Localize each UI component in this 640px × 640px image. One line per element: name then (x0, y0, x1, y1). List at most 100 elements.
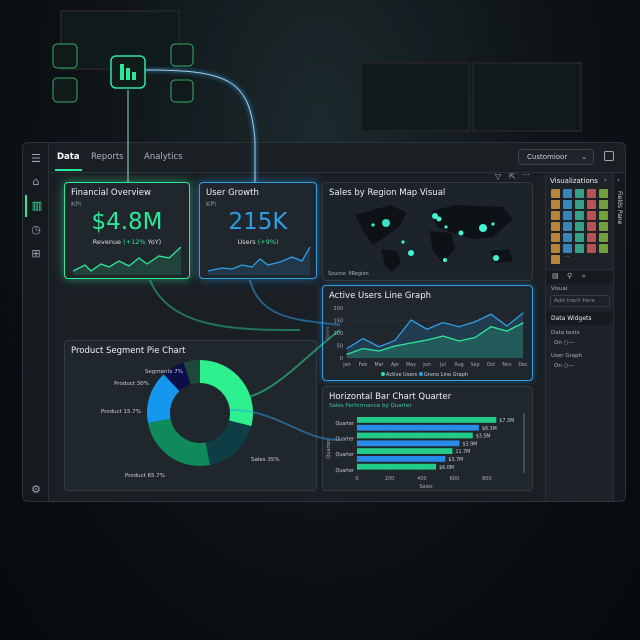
data-point (362, 347, 364, 350)
data-point (522, 322, 524, 324)
bar-data-label: $6.0M (439, 465, 454, 471)
visual-type-icon[interactable] (551, 189, 560, 198)
card-title: Active Users Line Graph (329, 291, 431, 301)
pie-chart-card[interactable]: Product Segment Pie Chart Sales 35% Produ… (64, 340, 317, 491)
background-monitor (360, 62, 470, 132)
legend-label: Greno Line Graph (424, 372, 468, 378)
fields-pane[interactable]: ‹ Fields Pane (613, 173, 625, 501)
x-tick-label: May (406, 362, 416, 368)
workspace-select[interactable]: Customioor ⌄ (518, 149, 594, 165)
x-tick-label: Jan (342, 362, 350, 368)
visual-type-icon[interactable] (587, 222, 596, 231)
visual-type-icon[interactable] (551, 211, 560, 220)
x-tick-label: Aug (454, 362, 463, 368)
visual-type-icon[interactable] (551, 200, 560, 209)
tab-reports[interactable]: Reports (91, 152, 124, 162)
card-title: Product Segment Pie Chart (71, 346, 186, 356)
visual-type-icon[interactable] (599, 211, 608, 220)
pane-title: Fields Pane (616, 191, 623, 225)
home-icon[interactable]: ⌂ (32, 175, 40, 188)
visual-type-icon[interactable] (575, 233, 584, 242)
more-icon[interactable]: ⋯ (522, 170, 530, 179)
visual-type-icon[interactable] (575, 200, 584, 209)
visual-type-icon[interactable] (587, 200, 596, 209)
x-tick-label: Feb (359, 362, 368, 368)
slice-label: Product 30% (114, 381, 149, 387)
toggle-user-graph[interactable]: On ○— (554, 363, 574, 369)
visual-type-icon[interactable] (551, 222, 560, 231)
y-tick-label: 100 (333, 331, 343, 337)
visual-type-icon[interactable] (563, 244, 572, 253)
window-icon[interactable] (604, 151, 614, 161)
widgets-header: Data Widgets (546, 312, 613, 325)
visual-type-icon[interactable] (575, 189, 584, 198)
visual-type-icon[interactable] (587, 211, 596, 220)
bar-data-label: $6.3M (482, 426, 497, 432)
analytics-icon[interactable]: ⌕ (582, 272, 586, 280)
card-subtitle: Sales Performance by Quarter (329, 403, 412, 409)
visual-type-icon[interactable] (563, 189, 572, 198)
y-tick-label: 0 (340, 356, 343, 362)
toggle-data-texts[interactable]: On ○— (554, 340, 574, 346)
add-track-input[interactable]: Add trach here (550, 295, 610, 307)
map-card[interactable]: Sales by Region Map Visual Source: fiReg… (322, 182, 533, 281)
hierarchy-icon[interactable]: ⊞ (31, 247, 41, 260)
filter-icon[interactable]: ▽ (495, 172, 502, 181)
visual-type-icon[interactable] (563, 200, 572, 209)
tab-analytics[interactable]: Analytics (144, 152, 183, 162)
data-point (378, 346, 380, 348)
visual-type-icon[interactable] (575, 244, 584, 253)
visual-type-icon[interactable] (587, 233, 596, 242)
slice-label: Sales 35% (251, 457, 280, 463)
visual-type-icon[interactable] (599, 244, 608, 253)
visual-type-icon[interactable] (599, 222, 608, 231)
visual-type-icon[interactable] (587, 189, 596, 198)
chevron-right-icon[interactable]: › (604, 176, 607, 184)
pane-title: Visualizations (550, 177, 598, 185)
visual-type-icon[interactable] (599, 200, 608, 209)
visual-type-icon[interactable] (575, 211, 584, 220)
kpi-card-users[interactable]: User Growth KPI 215K Users (+9%) (199, 182, 317, 279)
data-point (442, 335, 444, 337)
card-title: Horizontal Bar Chart Quarter (329, 392, 452, 402)
bar-chart-card[interactable]: Horizontal Bar Chart Quarter Sales Perfo… (322, 386, 533, 491)
visual-type-icon[interactable] (563, 233, 572, 242)
visual-type-icon[interactable] (563, 211, 572, 220)
tab-data[interactable]: Data (55, 152, 82, 171)
visual-type-icon[interactable] (587, 244, 596, 253)
toggle-state: On (554, 340, 562, 346)
clock-icon[interactable]: ◷ (31, 223, 41, 236)
card-title: Financial Overview (71, 188, 151, 198)
expand-icon[interactable]: ⇱ (509, 172, 516, 181)
fields-icon[interactable]: ▤ (552, 272, 559, 280)
caption-text: Revenue (92, 238, 124, 246)
bar (357, 424, 479, 431)
visual-type-icon[interactable] (551, 244, 560, 253)
x-tick-label: Dec (518, 362, 528, 368)
x-tick-label: 800 (482, 476, 492, 482)
visual-type-icon[interactable] (551, 233, 560, 242)
more-visuals-icon[interactable]: ... (564, 253, 570, 259)
menu-icon[interactable]: ☰ (31, 152, 41, 165)
visual-type-icon[interactable] (599, 233, 608, 242)
data-point (474, 336, 476, 339)
bar-chart-icon[interactable]: ▥ (25, 195, 47, 217)
kpi-card-financial[interactable]: Financial Overview KPI $4.8M Revenue (+1… (64, 182, 190, 279)
data-point (426, 339, 428, 341)
y-tick-label: 50 (337, 344, 343, 350)
map-source: Source: fiRegion (328, 271, 369, 277)
line-chart-card[interactable]: Active Users Line Graph 0 50 100 150 200 Jan F… (322, 285, 533, 381)
visual-type-icon[interactable] (551, 255, 560, 264)
visual-type-icon[interactable] (599, 189, 608, 198)
legend-swatch (381, 372, 385, 376)
format-icon[interactable]: ⚲ (567, 272, 573, 280)
data-point (442, 321, 444, 324)
chevron-down-icon: ⌄ (581, 153, 587, 161)
bar-data-label: 21.7M (455, 449, 470, 455)
bar-data-label: $3.9M (462, 441, 477, 447)
kpi-caption: Users (+9%) (200, 238, 316, 246)
visual-type-icon[interactable] (563, 222, 572, 231)
chevron-left-icon[interactable]: ‹ (617, 176, 620, 184)
gear-icon[interactable]: ⚙ (31, 483, 41, 496)
visual-type-icon[interactable] (575, 222, 584, 231)
